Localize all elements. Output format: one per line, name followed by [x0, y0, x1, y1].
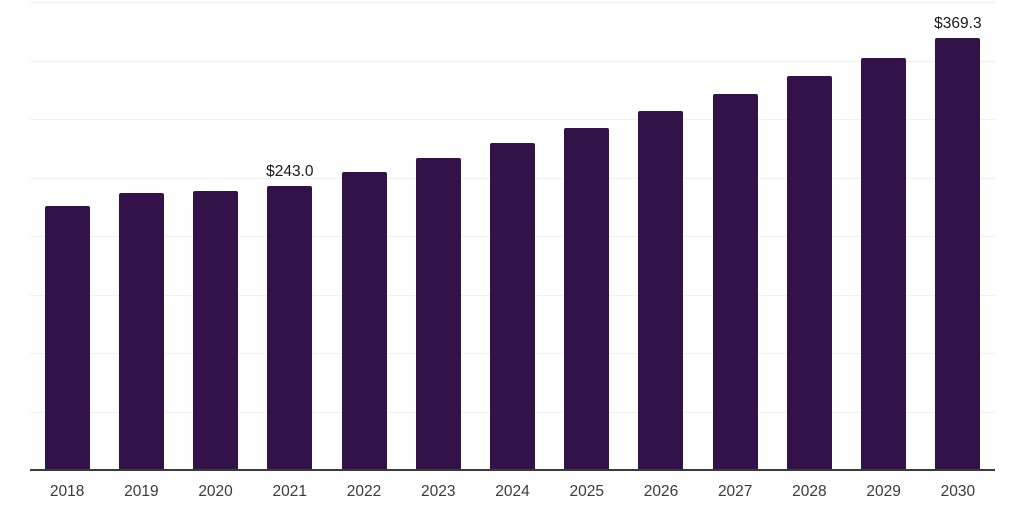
data-label-2021: $243.0 [266, 162, 314, 180]
x-tick-2024: 2024 [495, 483, 530, 500]
x-axis-line [30, 469, 995, 471]
x-tick-2030: 2030 [940, 483, 976, 500]
bar-2030 [935, 37, 981, 470]
bar-2026 [638, 111, 684, 470]
gridline-400 [30, 2, 995, 3]
x-tick-2021: 2021 [272, 483, 308, 500]
bar-2025 [564, 127, 610, 470]
bar-2024 [490, 143, 535, 470]
bar-2023 [415, 157, 461, 470]
bar-2019 [118, 193, 164, 470]
x-tick-2027: 2027 [717, 483, 753, 500]
bar-2022 [341, 172, 387, 470]
bar-2028 [786, 76, 832, 470]
x-tick-2026: 2026 [643, 483, 679, 500]
gridline-350 [30, 60, 995, 62]
x-tick-2023: 2023 [421, 483, 456, 500]
x-tick-2019: 2019 [124, 483, 159, 500]
x-tick-2028: 2028 [792, 483, 827, 500]
bar-2018 [44, 206, 90, 470]
x-tick-2025: 2025 [569, 483, 604, 500]
bar-2029 [861, 57, 907, 470]
gridline-300 [30, 119, 995, 120]
bar-2021 [267, 185, 313, 470]
bar-2027 [712, 94, 758, 470]
x-tick-2022: 2022 [346, 483, 382, 500]
bar-2020 [193, 191, 239, 470]
x-tick-2018: 2018 [49, 483, 85, 500]
data-label-2030: $369.3 [934, 14, 982, 32]
x-tick-2029: 2029 [866, 483, 901, 500]
x-tick-2020: 2020 [198, 483, 233, 500]
